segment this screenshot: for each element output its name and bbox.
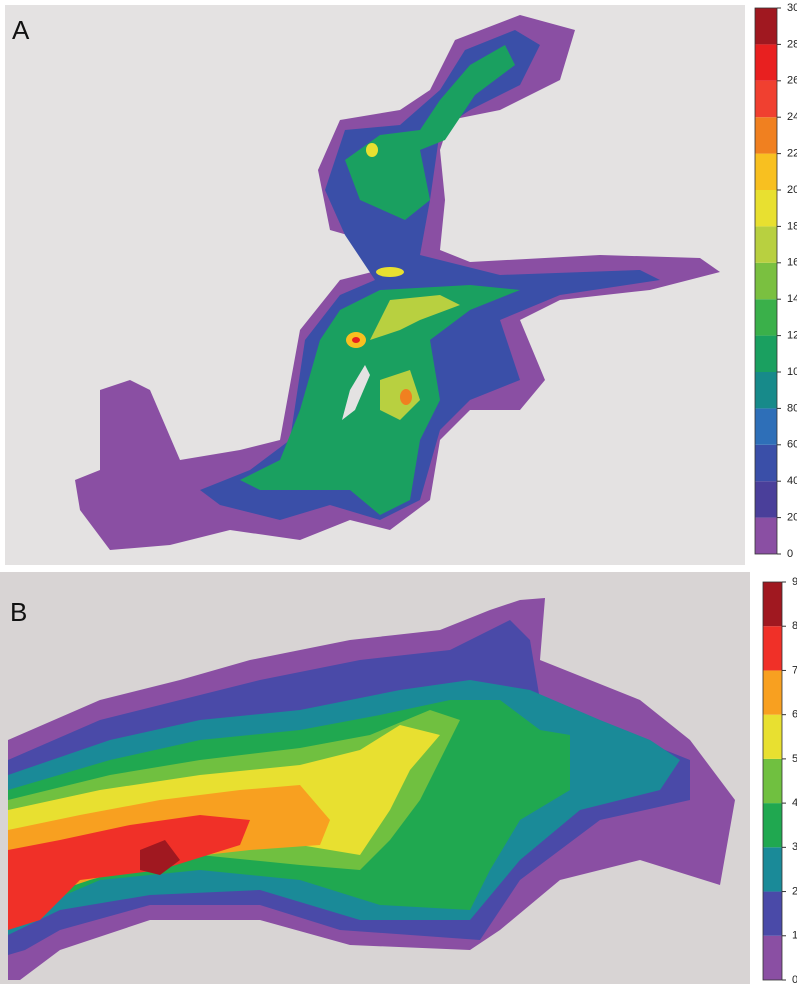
colorbar-tick-label: 220 xyxy=(787,148,797,160)
colorbar-tick-label: 240 xyxy=(787,111,797,123)
colorbar-band xyxy=(763,626,782,671)
colorbar-band xyxy=(755,226,777,263)
colorbars: 0204060801001201401601802002202402602803… xyxy=(754,2,797,984)
colorbar-band xyxy=(755,117,777,154)
colorbar-tick-label: 260 xyxy=(787,75,797,87)
colorbar-band xyxy=(755,517,777,554)
panel-a-map xyxy=(75,15,720,550)
colorbar-band xyxy=(763,891,782,936)
colorbar-band xyxy=(763,670,782,715)
colorbar-tick-label: 0 xyxy=(787,548,793,560)
colorbar-band xyxy=(763,803,782,848)
colorbar-band xyxy=(763,714,782,759)
colorbar-tick-label: 180 xyxy=(787,220,797,232)
colorbar-tick-label: 10 xyxy=(792,930,797,942)
colorbar-tick-label: 50 xyxy=(792,753,797,765)
colorbar-frame xyxy=(754,7,778,555)
colorbar-band xyxy=(755,481,777,518)
colorbar-tick-label: 20 xyxy=(792,885,797,897)
colorbar-tick-label: 140 xyxy=(787,293,797,305)
colorbar-tick-label: 0 xyxy=(792,974,797,984)
colorbar-band xyxy=(755,372,777,409)
panel-label: B xyxy=(10,597,27,627)
panel-label: A xyxy=(12,15,30,45)
colorbar-band xyxy=(755,8,777,45)
colorbar-tick-label: 60 xyxy=(792,709,797,721)
colorbar-tick-label: 120 xyxy=(787,330,797,342)
colorbar-band xyxy=(763,935,782,980)
colorbar-band xyxy=(763,847,782,892)
colorbar-band xyxy=(755,335,777,372)
colorbar-band xyxy=(755,299,777,336)
colorbar-tick-label: 30 xyxy=(792,841,797,853)
colorbar-tick-label: 20 xyxy=(787,512,797,524)
colorbar-band xyxy=(755,80,777,118)
colorbar-band xyxy=(763,758,782,804)
colorbar-tick-label: 300 xyxy=(787,2,797,14)
colorbar-tick-label: 90 xyxy=(792,576,797,588)
panel-b-map xyxy=(8,598,735,980)
colorbar-tick-label: 280 xyxy=(787,38,797,50)
colorbar-tick-label: 160 xyxy=(787,257,797,269)
colorbar-band xyxy=(755,444,777,482)
colorbar-tick-label: 40 xyxy=(787,475,797,487)
colorbar-tick-label: 200 xyxy=(787,184,797,196)
colorbar-tick-label: 80 xyxy=(792,620,797,632)
colorbar-tick-label: 80 xyxy=(787,402,797,414)
colorbar-band xyxy=(755,408,777,445)
colorbar-tick-label: 60 xyxy=(787,439,797,451)
colorbar-tick-label: 40 xyxy=(792,797,797,809)
colorbar-tick-label: 70 xyxy=(792,664,797,676)
colorbar-band xyxy=(755,262,777,300)
colorbar-band xyxy=(763,582,782,627)
colorbar-tick-label: 100 xyxy=(787,366,797,378)
colorbar-frame xyxy=(762,581,783,981)
colorbar-band xyxy=(755,44,777,81)
colorbar-band xyxy=(755,153,777,190)
colorbar-band xyxy=(755,190,777,227)
